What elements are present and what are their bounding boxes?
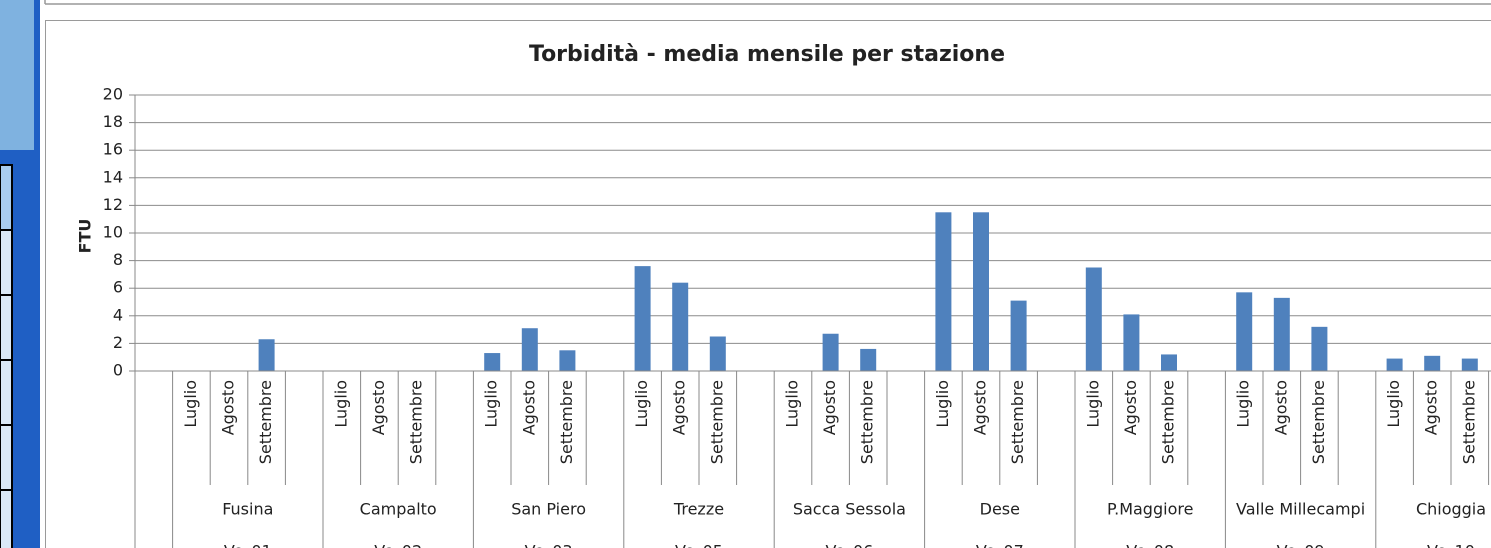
bar — [484, 353, 501, 371]
month-label: Settembre — [858, 380, 877, 464]
month-label: Agosto — [519, 380, 538, 435]
group-code: Ve_06 — [825, 542, 873, 548]
y-tick-label: 0 — [113, 361, 123, 380]
month-label: Agosto — [1271, 380, 1290, 435]
month-label: Agosto — [219, 380, 238, 435]
bar — [1311, 326, 1328, 371]
month-label: Agosto — [820, 380, 839, 435]
group-label: Campalto — [360, 500, 437, 519]
side-cell — [0, 294, 13, 361]
side-cell — [0, 424, 13, 491]
y-tick-label: 2 — [113, 333, 123, 352]
group-label: Valle Millecampi — [1236, 500, 1365, 519]
month-label: Settembre — [1309, 380, 1328, 464]
y-tick-label: 8 — [113, 250, 123, 269]
group-code: Ve_08 — [1126, 542, 1174, 548]
y-tick-label: 10 — [103, 223, 123, 242]
group-label: Dese — [980, 500, 1020, 519]
bar — [559, 350, 576, 371]
bar — [258, 339, 275, 371]
month-label: Luglio — [1234, 380, 1253, 428]
group-code: Ve_01 — [224, 542, 272, 548]
group-label: P.Maggiore — [1107, 500, 1193, 519]
side-cell — [0, 359, 13, 426]
bar — [822, 333, 839, 371]
month-label: Settembre — [256, 380, 275, 464]
group-label: Chioggia — [1416, 500, 1486, 519]
month-label: Luglio — [181, 380, 200, 428]
month-label: Settembre — [1159, 380, 1178, 464]
bar — [634, 266, 651, 371]
bar — [521, 328, 538, 371]
chart-title: Torbidità - media mensile per stazione — [529, 42, 1005, 67]
group-label: Sacca Sessola — [793, 500, 906, 519]
bar — [709, 336, 726, 371]
group-label: Trezze — [673, 500, 724, 519]
y-tick-label: 20 — [103, 85, 123, 104]
month-label: Luglio — [783, 380, 802, 428]
group-code: Ve_10 — [1427, 542, 1475, 548]
month-label: Settembre — [707, 380, 726, 464]
group-code: Ve_05 — [675, 542, 723, 548]
month-label: Agosto — [971, 380, 990, 435]
side-cell — [0, 164, 13, 231]
side-cell — [0, 229, 13, 296]
bar — [1424, 355, 1441, 371]
month-label: Luglio — [331, 380, 350, 428]
group-code: Ve_03 — [525, 542, 573, 548]
month-label: Settembre — [1008, 380, 1027, 464]
month-label: Settembre — [407, 380, 426, 464]
y-tick-label: 18 — [103, 112, 123, 131]
group-code: Ve_09 — [1277, 542, 1325, 548]
month-label: Agosto — [670, 380, 689, 435]
bar — [1386, 358, 1403, 371]
group-code: Ve_02 — [374, 542, 422, 548]
y-tick-label: 6 — [113, 278, 123, 297]
month-label: Agosto — [1121, 380, 1140, 435]
y-tick-label: 4 — [113, 305, 123, 324]
group-label: Fusina — [222, 500, 273, 519]
month-label: Luglio — [1384, 380, 1403, 428]
bar — [1236, 292, 1253, 371]
bar — [1123, 314, 1140, 371]
y-tick-label: 12 — [103, 195, 123, 214]
bar — [672, 282, 689, 371]
y-axis-label: FTU — [76, 219, 95, 254]
chart-frame — [45, 20, 1491, 548]
bar — [860, 348, 877, 371]
y-tick-label: 14 — [103, 167, 123, 186]
group-code: Ve_07 — [976, 542, 1024, 548]
bar — [1161, 354, 1177, 371]
month-label: Luglio — [632, 380, 651, 428]
group-label: San Piero — [511, 500, 586, 519]
bar — [1085, 267, 1102, 371]
month-label: Agosto — [1422, 380, 1441, 435]
month-label: Agosto — [369, 380, 388, 435]
side-cell — [0, 489, 13, 548]
month-label: Luglio — [482, 380, 501, 428]
month-label: Luglio — [1083, 380, 1102, 428]
y-tick-label: 16 — [103, 140, 123, 159]
bar — [973, 212, 989, 371]
bar — [1273, 297, 1290, 371]
bar — [1461, 358, 1478, 371]
month-label: Settembre — [1459, 380, 1478, 464]
month-label: Settembre — [557, 380, 576, 464]
bar — [1010, 300, 1027, 371]
month-label: Luglio — [933, 380, 952, 428]
bar — [935, 212, 952, 371]
side-picture — [0, 0, 34, 150]
